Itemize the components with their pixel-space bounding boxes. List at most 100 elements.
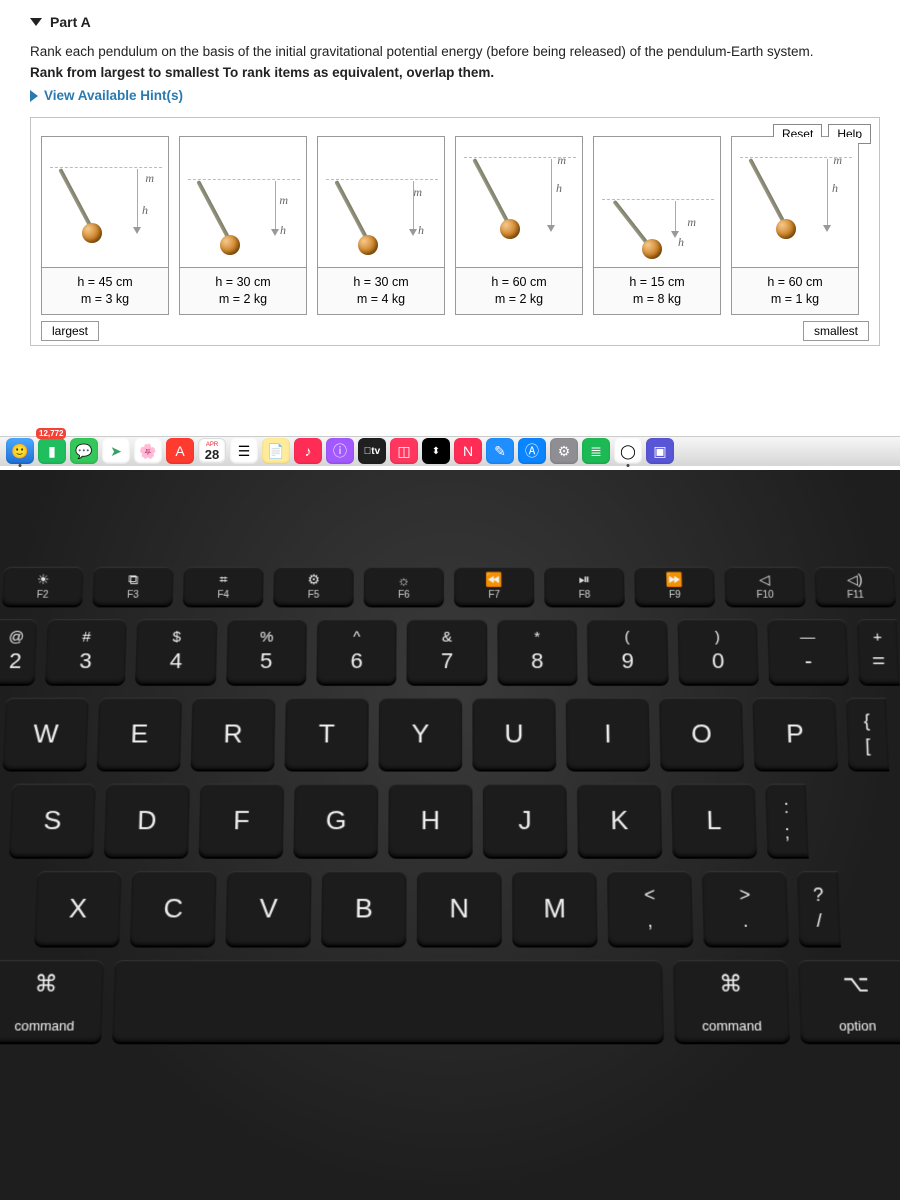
spacebar-row: ⌘ command ⌘ command ⌥ option — [0, 953, 900, 1050]
keyboard: ☀F2⧉F3 ⌗F4⚙F5 ☼F6 ⏪F7 ⏯F8⏩F9◁F10◁)F11 @2#3$4… — [0, 470, 900, 1200]
card-h: h = 60 cm — [456, 274, 582, 291]
fn-glyph-icon: ⌗ — [219, 572, 227, 588]
fn-key[interactable]: ⏯F8 — [544, 567, 625, 606]
number-key[interactable]: )0 — [677, 619, 759, 684]
chrome-icon[interactable]: ◯ — [614, 438, 642, 464]
letter-key[interactable]: L — [671, 784, 757, 857]
pendulum-card[interactable]: m h h = 30 cm m = 4 kg — [317, 136, 445, 315]
fn-key[interactable]: ⌗F4 — [183, 567, 264, 606]
card-m: m = 1 kg — [732, 291, 858, 308]
letter-key[interactable]: Y — [378, 698, 462, 770]
reminders-icon[interactable]: ☰ — [230, 438, 258, 464]
fn-key[interactable]: ☀F2 — [2, 567, 84, 606]
command-key-right[interactable]: ⌘ command — [673, 960, 790, 1042]
number-key[interactable]: #3 — [45, 619, 128, 684]
shortcuts-icon[interactable]: ◫ — [390, 438, 418, 464]
number-key[interactable]: —- — [767, 619, 850, 684]
letter-key[interactable]: U — [472, 698, 556, 770]
pendulum-cards: m h h = 45 cm m = 3 kg — [41, 136, 869, 315]
letter-key[interactable]: W — [3, 698, 89, 770]
fn-key[interactable]: ☼F6 — [364, 567, 444, 606]
notes-icon[interactable]: 📄 — [262, 438, 290, 464]
letter-key[interactable]: H — [388, 784, 473, 857]
facetime-icon[interactable]: ▮ — [38, 438, 66, 464]
number-key[interactable]: @2 — [0, 619, 37, 684]
card-m: m = 3 kg — [42, 291, 168, 308]
finder-icon[interactable]: 🙂 — [6, 438, 34, 464]
fn-key[interactable]: ⏪F7 — [454, 567, 534, 606]
news-icon[interactable]: N — [454, 438, 482, 464]
messages-icon[interactable]: 💬 — [70, 438, 98, 464]
music-icon[interactable]: ♪ — [294, 438, 322, 464]
letter-key[interactable]: T — [284, 698, 368, 770]
command-icon: ⌘ — [719, 971, 743, 998]
calendar-icon[interactable]: APR 28 — [198, 438, 226, 464]
bracket-key[interactable]: {[ — [846, 698, 890, 770]
photos-icon[interactable]: 🌸 — [134, 438, 162, 464]
punct-key[interactable]: >. — [702, 871, 789, 945]
view-hints-link[interactable]: View Available Hint(s) — [30, 88, 878, 103]
letter-key[interactable]: V — [225, 871, 311, 945]
letter-key[interactable]: P — [752, 698, 838, 770]
number-key[interactable]: %5 — [226, 619, 307, 684]
maps-icon[interactable]: ➤ — [102, 438, 130, 464]
podcasts-icon[interactable]: ⓘ — [326, 438, 354, 464]
stocks-icon[interactable]: ⬍ — [422, 438, 450, 464]
letter-key[interactable]: K — [577, 784, 662, 857]
settings-icon[interactable]: ⚙ — [550, 438, 578, 464]
letter-key[interactable]: M — [512, 871, 598, 945]
letter-key[interactable]: N — [417, 871, 502, 945]
letter-key[interactable]: O — [659, 698, 744, 770]
fn-key[interactable]: ◁)F11 — [814, 567, 896, 606]
letter-key[interactable]: E — [97, 698, 183, 770]
fn-key[interactable]: ⚙F5 — [273, 567, 354, 606]
number-key[interactable]: $4 — [135, 619, 217, 684]
fn-key[interactable]: ⏩F9 — [634, 567, 715, 606]
number-key[interactable]: &7 — [407, 619, 487, 684]
ranking-scale: largest smallest — [41, 321, 869, 341]
pendulum-card[interactable]: m h h = 45 cm m = 3 kg — [41, 136, 169, 315]
pendulum-card[interactable]: m h h = 60 cm m = 2 kg — [455, 136, 583, 315]
letter-key[interactable]: J — [483, 784, 568, 857]
spacebar-key[interactable] — [112, 960, 664, 1042]
semicolon-key[interactable]: :; — [765, 784, 809, 857]
letter-key[interactable]: X — [34, 871, 122, 945]
card-h: h = 60 cm — [732, 274, 858, 291]
spotify-icon[interactable]: ≣ — [582, 438, 610, 464]
collapse-icon — [30, 18, 42, 26]
letter-key[interactable]: I — [566, 698, 651, 770]
number-key[interactable]: ^6 — [316, 619, 397, 684]
appletv-icon[interactable]: tv — [358, 438, 386, 464]
pdf-icon[interactable]: А — [166, 438, 194, 464]
pendulum-card[interactable]: m h h = 15 cm m = 8 kg — [593, 136, 721, 315]
fn-key[interactable]: ⧉F3 — [92, 567, 173, 606]
card-h: h = 30 cm — [180, 274, 306, 291]
letter-key[interactable]: C — [130, 871, 217, 945]
fn-key[interactable]: ◁F10 — [724, 567, 805, 606]
letter-key[interactable]: R — [191, 698, 276, 770]
pendulum-card[interactable]: m h h = 60 cm m = 1 kg — [731, 136, 859, 315]
punct-key[interactable]: <, — [607, 871, 693, 945]
app-icon[interactable]: ▣ — [646, 438, 674, 464]
number-key[interactable]: (9 — [587, 619, 668, 684]
option-key[interactable]: ⌥ option — [798, 960, 900, 1042]
pendulum-card[interactable]: m h h = 30 cm m = 2 kg — [179, 136, 307, 315]
number-key[interactable]: *8 — [497, 619, 578, 684]
card-h: h = 45 cm — [42, 274, 168, 291]
letter-key[interactable]: F — [199, 784, 285, 857]
part-header[interactable]: Part A — [30, 14, 878, 30]
prompt-line-1: Rank each pendulum on the basis of the i… — [30, 44, 878, 59]
fn-glyph-icon: ◁) — [847, 572, 863, 588]
letter-key[interactable]: B — [321, 871, 407, 945]
letter-key[interactable]: D — [104, 784, 190, 857]
letter-key[interactable]: G — [293, 784, 378, 857]
xcode-icon[interactable]: ✎ — [486, 438, 514, 464]
letter-key[interactable]: S — [9, 784, 96, 857]
command-key-left[interactable]: ⌘ command — [0, 960, 104, 1042]
number-key[interactable]: += — [857, 619, 900, 684]
slash-key[interactable]: ?/ — [797, 871, 841, 945]
appstore-icon[interactable]: Ⓐ — [518, 438, 546, 464]
part-label: Part A — [50, 14, 91, 30]
fn-glyph-icon: ⚙ — [307, 572, 320, 588]
macos-dock: 🙂 ▮ 💬 ➤ 🌸 А APR 28 ☰ 📄 ♪ ⓘ tv ◫ ⬍ N ✎ Ⓐ… — [0, 436, 900, 466]
